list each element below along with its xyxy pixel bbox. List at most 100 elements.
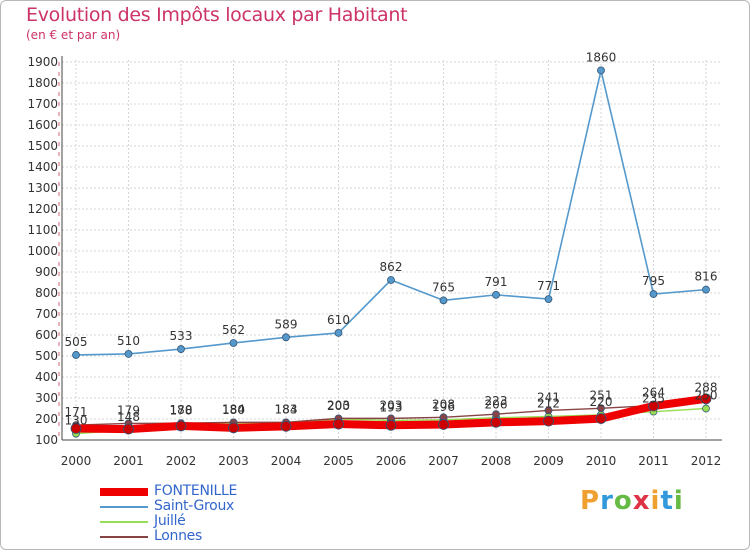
series-point-fontenille (280, 420, 292, 432)
x-tick-label: 2004 (271, 454, 302, 468)
data-label: 250 (695, 389, 718, 403)
y-tick-label: 1000 (27, 244, 58, 258)
series-point-fontenille (648, 400, 659, 412)
data-label: 148 (117, 410, 140, 424)
data-label: 241 (537, 390, 560, 404)
series-point-saint-groux (492, 290, 500, 299)
data-label: 235 (642, 392, 665, 406)
data-label: 203 (327, 398, 350, 412)
chart-svg: 100 200 300 400 500 600 700 800 900 1000 1100 1200 1… (27, 50, 722, 468)
logo-letter: i (650, 486, 661, 516)
data-label: 771 (537, 279, 560, 293)
series-point-saint-groux (544, 295, 553, 303)
data-label: 264 (642, 386, 665, 400)
data-label: 180 (170, 403, 193, 417)
series-point-saint-groux (702, 285, 710, 294)
data-label: 196 (432, 400, 455, 414)
series-point-fontenille (543, 415, 554, 427)
x-tick-label: 2008 (481, 454, 512, 468)
series-point-saint-groux (597, 66, 605, 75)
data-label: 206 (485, 398, 508, 412)
x-tick-label: 2003 (218, 454, 249, 468)
y-tick-label: 1400 (27, 160, 58, 174)
series-point-saint-groux (229, 339, 238, 347)
legend-label-fontenille: FONTENILLE (154, 483, 237, 499)
x-tick-label: 2005 (323, 454, 354, 468)
data-label: 223 (485, 394, 508, 408)
legend-label-lonnes: Lonnes (154, 528, 202, 544)
legend-swatch-lonnes (100, 536, 148, 538)
series-point-fontenille (700, 393, 712, 405)
data-label: 1860 (586, 50, 617, 64)
data-label: 533 (170, 329, 193, 343)
y-tick-label: 900 (35, 265, 58, 279)
data-label: 795 (642, 274, 665, 288)
series-point-saint-groux (124, 349, 133, 358)
logo-letter: x (632, 486, 651, 516)
data-label: 212 (537, 396, 560, 410)
series-point-lonnes (597, 404, 605, 413)
proxiti-logo: Proxiti (580, 486, 684, 516)
logo-letter: r (600, 486, 614, 516)
data-label: 288 (695, 381, 718, 395)
series-point-fontenille (595, 413, 607, 424)
legend-swatch-fontenille (100, 488, 148, 496)
data-label: 184 (222, 402, 245, 416)
y-tick-label: 600 (35, 328, 58, 342)
x-tick-label: 2001 (113, 454, 144, 468)
y-tick-label: 800 (35, 286, 58, 300)
series-point-saint-groux (334, 328, 343, 337)
data-label: 183 (275, 403, 298, 417)
data-label: 130 (65, 414, 88, 428)
data-label: 816 (695, 270, 718, 284)
data-label: 765 (432, 280, 455, 294)
series-point-fontenille (490, 416, 502, 428)
series-point-saint-groux (282, 333, 290, 342)
data-label: 791 (485, 275, 508, 289)
data-label: 610 (327, 313, 350, 327)
logo-letter: o (613, 486, 633, 516)
data-label: 562 (222, 323, 245, 337)
y-tick-label: 500 (35, 349, 58, 363)
data-label: 862 (380, 260, 403, 274)
series-point-fontenille (438, 419, 449, 430)
series-point-lonnes (544, 406, 553, 415)
data-label: 220 (590, 395, 613, 409)
data-label: 171 (65, 405, 88, 419)
x-tick-label: 2012 (691, 454, 722, 468)
x-tick-label: 2010 (586, 454, 617, 468)
y-tick-label: 1800 (27, 76, 58, 90)
data-label: 505 (65, 335, 88, 349)
legend-swatch-saint-groux (100, 506, 148, 508)
chart-subtitle: (en € et par an) (26, 28, 121, 42)
series-point-fontenille (333, 418, 344, 430)
y-tick-label: 400 (35, 370, 58, 384)
data-label: 251 (590, 388, 613, 402)
legend-label-juille: Juillé (154, 513, 186, 529)
x-tick-label: 2000 (61, 454, 92, 468)
data-label: 193 (380, 400, 403, 414)
logo-letter: i (673, 486, 684, 516)
x-tick-label: 2009 (533, 454, 564, 468)
series-point-saint-groux (72, 351, 80, 359)
data-label: 589 (275, 317, 298, 331)
legend-label-saint-groux: Saint-Groux (154, 498, 235, 514)
y-tick-label: 700 (35, 307, 58, 321)
x-tick-label: 2007 (428, 454, 459, 468)
logo-letter: t (660, 486, 674, 516)
series-point-saint-groux (649, 290, 658, 298)
y-tick-label: 1700 (27, 97, 58, 111)
series-point-juillé (702, 404, 710, 413)
y-tick-label: 300 (35, 391, 58, 405)
logo-letter: P (580, 486, 601, 516)
data-label: 200 (327, 399, 350, 413)
legend-swatch-juille (100, 521, 148, 523)
series-point-saint-groux (439, 296, 448, 305)
series-point-fontenille (385, 419, 397, 431)
y-tick-label: 1100 (27, 223, 58, 237)
y-tick-label: 1900 (27, 55, 58, 69)
series-point-saint-groux (177, 345, 185, 353)
data-label: 184 (275, 402, 298, 416)
x-tick-label: 2011 (638, 454, 669, 468)
series-point-saint-groux (387, 276, 395, 284)
